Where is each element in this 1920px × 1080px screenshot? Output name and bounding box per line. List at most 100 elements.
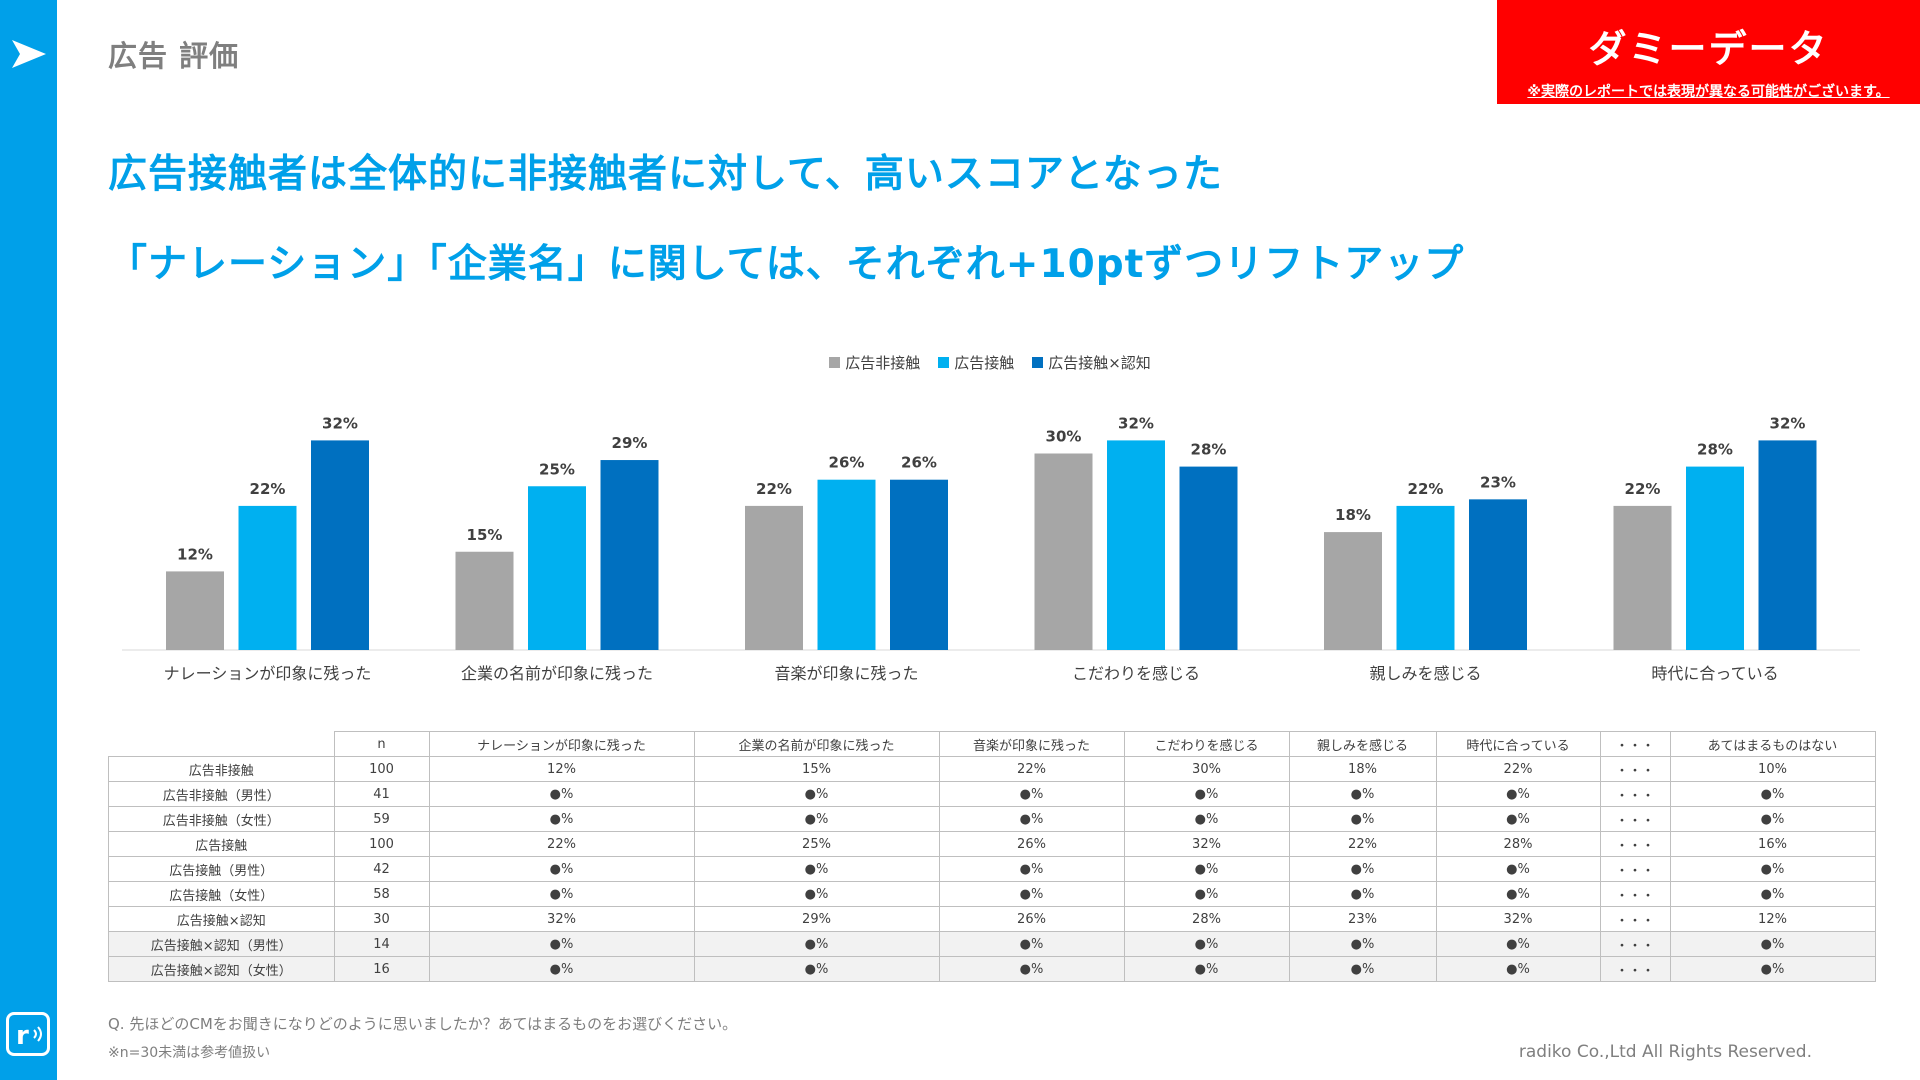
category-label: 音楽が印象に残った [774,664,918,683]
svg-text:r: r [16,1021,29,1051]
table-cell: ●% [693,956,940,982]
table-cell: 22% [1288,831,1437,857]
table-cell: ●% [1288,931,1437,957]
legend-swatch [829,357,841,368]
table-cell: ●% [1669,956,1876,982]
badge-label: ダミーデータ [1588,27,1829,71]
table-cell: ・・・ [1599,881,1671,907]
table-cell: ●% [1435,781,1601,807]
data-label: 22% [1408,480,1444,498]
data-label: 22% [250,480,286,498]
data-label: 32% [1770,414,1806,432]
table-cell: 広告接触×認知（女性） [108,956,335,982]
table-cell: ●% [693,881,940,907]
table-cell: ●% [938,881,1125,907]
table-cell: 26% [938,831,1125,857]
table-cell: ●% [1123,806,1290,832]
bar [1758,440,1817,650]
table-cell: ・・・ [1599,756,1671,782]
table-header-cell: 時代に合っている [1435,731,1601,757]
headline-line1: 広告接触者は全体的に非接触者に対して、高いスコアとなった [108,152,1223,197]
table-cell: 広告非接触（男性） [108,781,335,807]
table-cell: 22% [1435,756,1601,782]
data-label: 30% [1046,428,1082,446]
table-cell: ●% [1123,931,1290,957]
table-cell: ●% [1288,956,1437,982]
legend-label: 広告接触×認知 [1048,354,1151,372]
table-header-cell: 音楽が印象に残った [938,731,1125,757]
section-title: 広告 評価 [108,39,240,73]
table-cell: 広告接触 [108,831,335,857]
table-cell: 12% [428,756,695,782]
table-row: 広告非接触（男性） 41 ●% ●% ●% ●% ●% ●% ・・・ ●% [108,781,1876,807]
data-label: 22% [1625,480,1661,498]
bar [1324,532,1382,650]
table-cell: ●% [1669,856,1876,882]
data-label: 28% [1697,441,1733,459]
table-cell: ●% [1123,856,1290,882]
bar [528,486,586,650]
table-row: 広告接触 100 22% 25% 26% 32% 22% 28% ・・・ 16% [108,831,1876,857]
copyright: radiko Co.,Ltd All Rights Reserved. [1518,1042,1812,1062]
table-cell: 広告接触（男性） [108,856,335,882]
table-cell: 12% [1669,906,1876,932]
table-header-cell [108,731,335,757]
data-label: 26% [829,454,865,472]
bar [1613,505,1672,650]
table-cell: 30 [333,906,430,932]
table-cell: ●% [428,931,695,957]
table-header-cell: ・・・ [1599,731,1671,757]
table-cell: 広告非接触 [108,756,335,782]
data-label: 28% [1191,441,1227,459]
table-cell: ●% [1435,881,1601,907]
bar [166,571,224,650]
data-label: 25% [539,460,575,478]
bar [1686,466,1744,650]
category-label: 親しみを感じる [1369,664,1481,683]
legend-item-contact: 広告接触 [938,352,1014,373]
table-cell: 広告非接触（女性） [108,806,335,832]
data-table: n ナレーションが印象に残った 企業の名前が印象に残った 音楽が印象に残った こだわりを… [108,731,1876,982]
table-cell: ●% [428,856,695,882]
radiko-logo-icon: r [6,1012,50,1056]
table-row: 広告接触×認知（女性） 16 ●% ●% ●% ●% ●% ●% ・・・ ●% [108,956,1876,982]
bar [890,479,948,650]
bar [1034,453,1093,650]
table-cell: ●% [428,781,695,807]
bar [455,551,514,650]
table-row: 広告非接触（女性） 59 ●% ●% ●% ●% ●% ●% ・・・ ●% [108,806,1876,832]
table-cell: ●% [1435,856,1601,882]
headline-line2: 「ナレーション」「企業名」に関しては、それぞれ+10ptずつリフトアップ [108,242,1465,287]
table-cell: ●% [428,806,695,832]
table-cell: 32% [428,906,695,932]
chart-legend: 広告非接触 広告接触 広告接触×認知 [0,352,1920,373]
table-cell: ●% [1435,806,1601,832]
table-cell: ●% [1123,881,1290,907]
table-cell: 26% [938,906,1125,932]
table-cell: 18% [1288,756,1437,782]
table-cell: 42 [333,856,430,882]
table-cell: ●% [938,956,1125,982]
table-cell: 29% [693,906,940,932]
table-cell: 28% [1435,831,1601,857]
data-label: 32% [322,414,358,432]
table-header-cell: n [333,731,430,757]
table-header-cell: あてはまるものはない [1669,731,1876,757]
table-cell: ●% [693,806,940,832]
table-cell: ●% [938,806,1125,832]
table-row: 広告接触（女性） 58 ●% ●% ●% ●% ●% ●% ・・・ ●% [108,881,1876,907]
bar [1179,466,1238,650]
table-cell: 23% [1288,906,1437,932]
table-header-row: n ナレーションが印象に残った 企業の名前が印象に残った 音楽が印象に残った こだわりを… [108,731,1876,757]
table-cell: 10% [1669,756,1876,782]
data-label: 12% [177,545,213,563]
table-cell: 28% [1123,906,1290,932]
table-cell: ・・・ [1599,906,1671,932]
table-cell: ●% [1435,956,1601,982]
legend-item-non-contact: 広告非接触 [829,352,920,373]
table-cell: ●% [1669,806,1876,832]
table-cell: ・・・ [1599,781,1671,807]
table-cell: ・・・ [1599,831,1671,857]
table-cell: ●% [428,956,695,982]
data-label: 32% [1118,414,1154,432]
